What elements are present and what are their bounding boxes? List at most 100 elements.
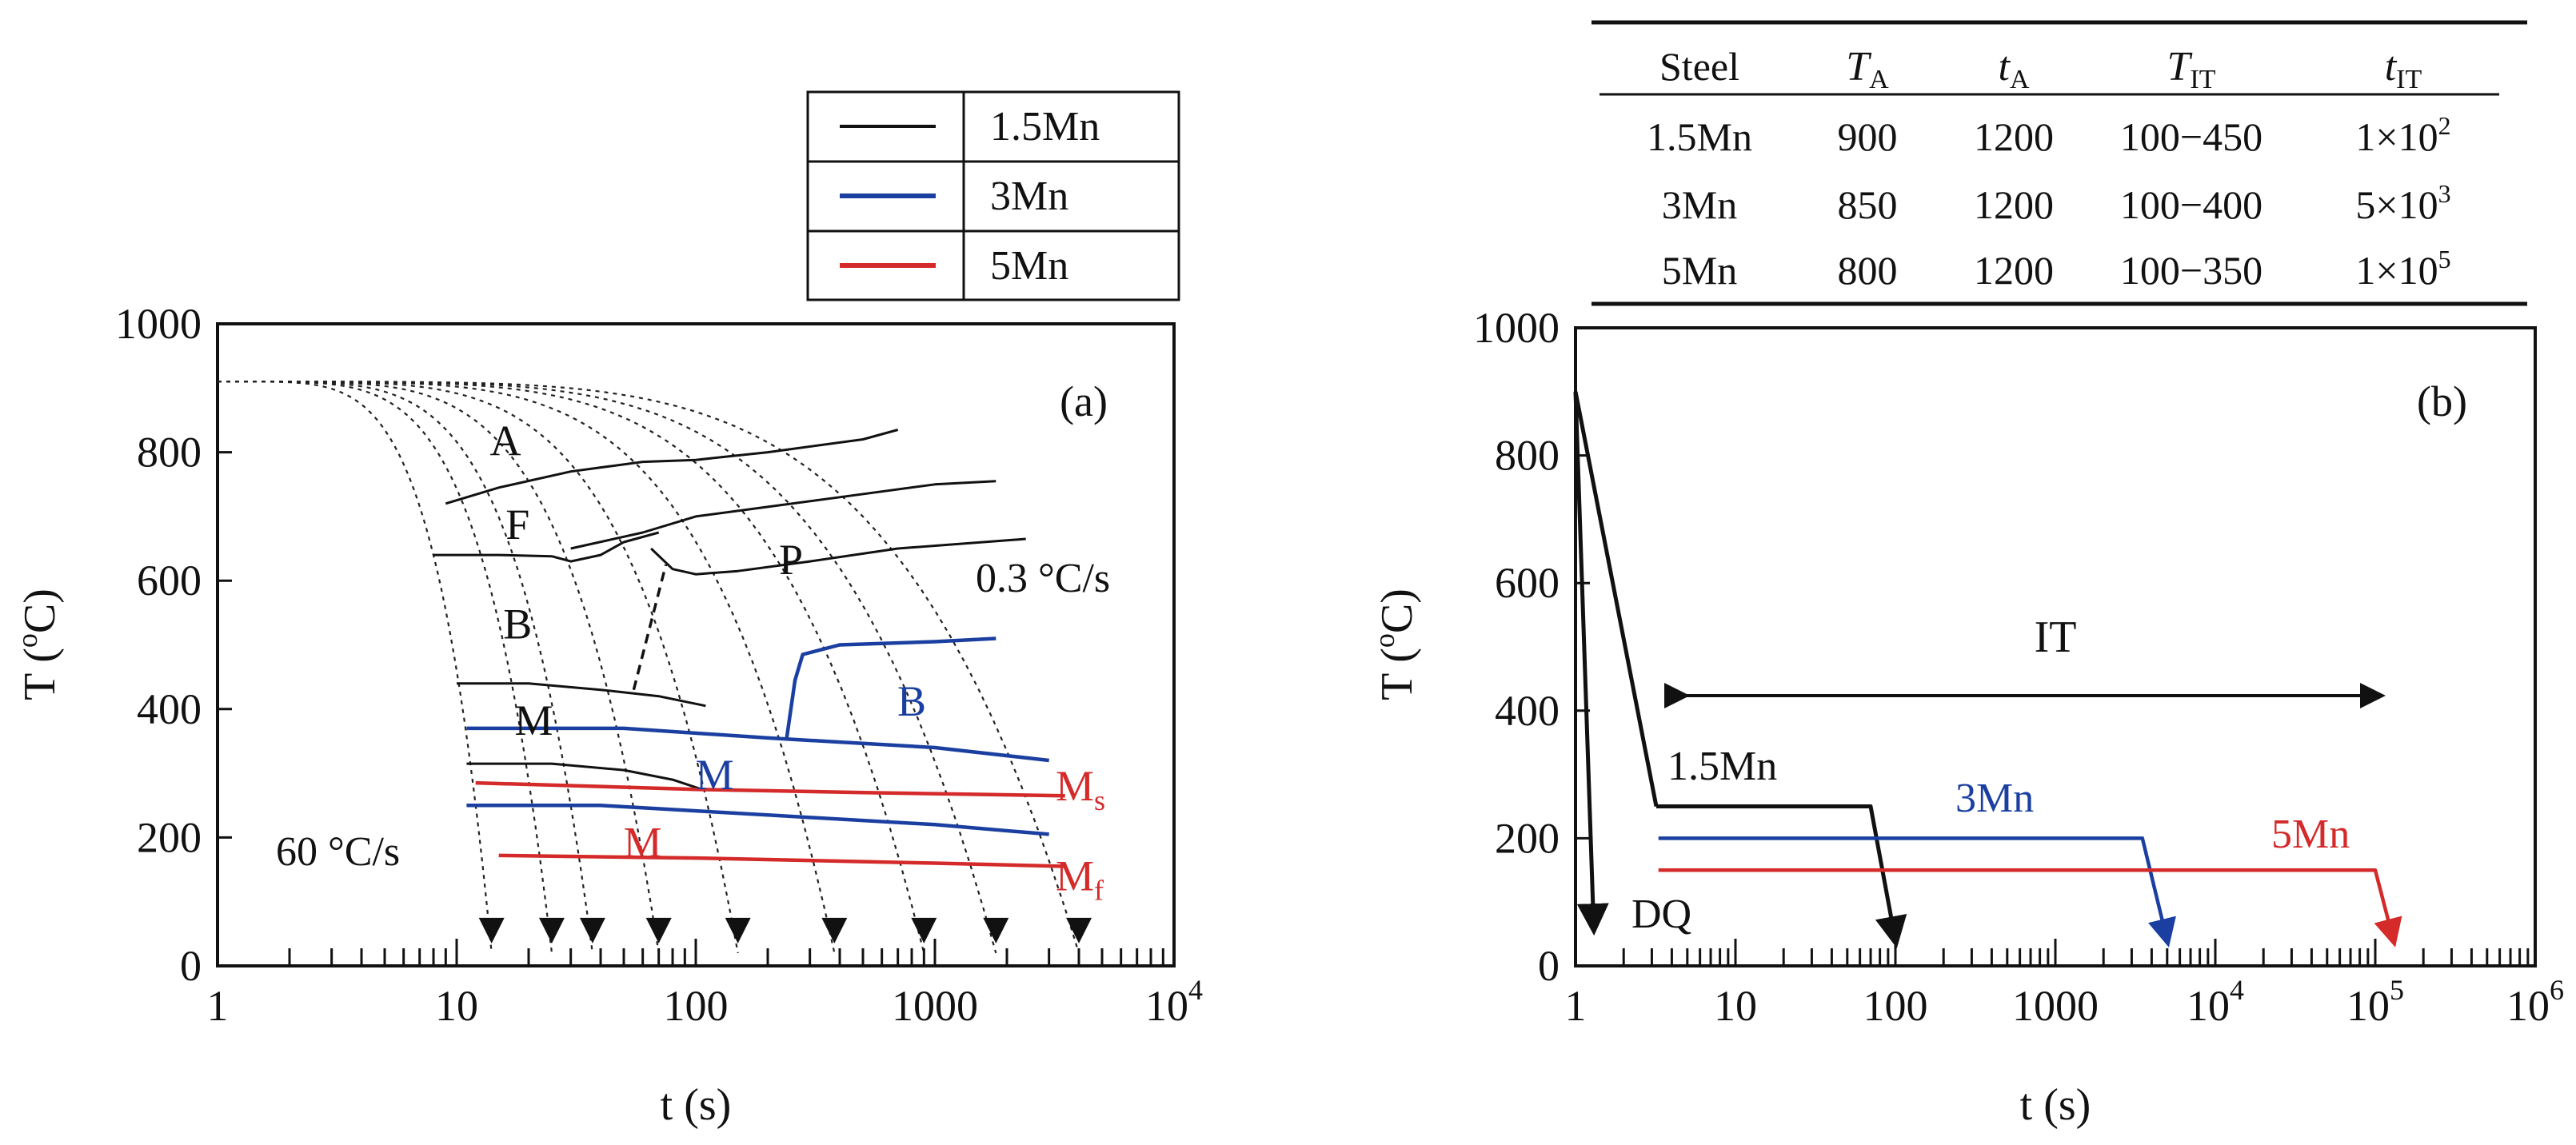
table-header-steel: Steel — [1659, 44, 1739, 89]
label-dq: DQ — [1631, 892, 1691, 937]
cooling-arrowhead — [983, 917, 1009, 944]
y-tick-label: 400 — [137, 685, 202, 733]
table-row: 5Mn 800 1200 100−350 1×105 — [1662, 245, 2451, 293]
series-line — [457, 682, 706, 708]
series-group-a — [433, 429, 1065, 868]
y-tick-label: 200 — [137, 813, 202, 861]
y-tick-label: 600 — [137, 557, 202, 604]
label-3mn: 3Mn — [1955, 776, 2034, 821]
phase-label: M — [514, 696, 553, 744]
y-tick-label: 1000 — [115, 300, 202, 348]
cooling-arrowhead — [538, 917, 565, 944]
x-axis-label-b: t (s) — [2020, 1080, 2091, 1130]
series-line — [650, 537, 1026, 576]
table-row: 1.5Mn 900 1200 100−450 1×102 — [1647, 111, 2451, 159]
table-cell-steel: 5Mn — [1662, 248, 1737, 293]
rate-label-fast: 60 °C/s — [276, 829, 400, 875]
chart-panel-b: 0 200 400 600 800 1000 1 10 100 1000 104 105 106 (b)… — [1368, 304, 2564, 1130]
cooling-arrowhead — [821, 917, 848, 944]
table-cell-tA: 1200 — [1974, 182, 2054, 227]
phase-label: Ms — [1056, 762, 1105, 816]
y-tick-label: 800 — [1495, 432, 1560, 480]
x-tick-label: 106 — [2506, 974, 2564, 1030]
label-1-5mn: 1.5Mn — [1667, 744, 1777, 789]
table-cell-TA: 850 — [1838, 182, 1898, 227]
rate-label-slow: 0.3 °C/s — [976, 556, 1110, 601]
x-tick-label: 104 — [1145, 974, 1203, 1030]
legend: 1.5Mn 3Mn 5Mn — [806, 90, 1180, 301]
y-tick-label: 800 — [137, 429, 202, 477]
y-tick-label: 400 — [1495, 687, 1560, 735]
y-tick-label: 600 — [1495, 559, 1560, 607]
series-line — [498, 853, 1065, 868]
series-line — [1573, 391, 1659, 807]
phase-label: P — [779, 536, 803, 584]
y-tick-label: 0 — [1538, 942, 1560, 990]
phase-label: M — [696, 751, 734, 799]
table-cell-tIT: 5×103 — [2355, 179, 2450, 227]
table-cell-tIT: 1×102 — [2355, 111, 2450, 159]
x-tick-label: 10 — [1714, 982, 1757, 1030]
cooling-arrowheads — [478, 917, 1092, 944]
series-line — [475, 780, 1065, 798]
table-cell-TIT: 100−400 — [2120, 182, 2262, 227]
axis-ticks-b: 0 200 400 600 800 1000 1 10 100 1000 104 105 106 — [1473, 304, 2564, 1030]
table-cell-TIT: 100−350 — [2120, 248, 2262, 293]
cooling-arrowhead — [478, 917, 505, 944]
table-cell-TA: 800 — [1838, 248, 1898, 293]
x-tick-label: 1 — [1565, 982, 1587, 1030]
legend-label-3: 5Mn — [990, 243, 1068, 289]
series-line — [1573, 391, 1609, 936]
series-line — [445, 429, 899, 505]
x-tick-label: 10 — [435, 982, 478, 1030]
x-tick-label: 1000 — [892, 982, 978, 1030]
phase-label: B — [503, 600, 532, 648]
parameter-table: Steel TA tA TIT tIT 1.5Mn 900 1200 100−4… — [1592, 20, 2527, 306]
cooling-curve — [218, 381, 1080, 954]
table-row: 3Mn 850 1200 100−400 5×103 — [1662, 179, 2451, 227]
label-5mn: 5Mn — [2271, 812, 2350, 857]
series-line — [1656, 804, 1907, 948]
cooling-curves — [218, 381, 1080, 954]
series-line — [1658, 868, 2402, 948]
phase-label: B — [897, 677, 926, 725]
y-tick-label: 1000 — [1473, 304, 1560, 352]
series-line — [1658, 836, 2176, 948]
table-cell-tA: 1200 — [1974, 248, 2054, 293]
y-axis-label-b: T (oC) — [1368, 588, 1422, 700]
phase-label: F — [505, 501, 529, 549]
phase-label: M — [624, 818, 662, 866]
phase-label: A — [490, 417, 521, 465]
table-cell-TA: 900 — [1838, 114, 1898, 159]
table-cell-steel: 3Mn — [1662, 182, 1737, 227]
cooling-arrowhead — [911, 917, 937, 944]
phase-label: Mf — [1056, 852, 1104, 907]
panel-label-a: (a) — [1060, 377, 1108, 425]
cooling-arrowhead — [579, 917, 605, 944]
phase-separator — [632, 564, 668, 691]
axis-ticks-a: 0 200 400 600 800 1000 1 10 100 1000 104 — [115, 300, 1203, 1030]
series-group-b — [1573, 391, 2402, 948]
x-tick-label: 1 — [207, 982, 229, 1030]
table-header-tA: tA — [1998, 44, 2029, 94]
series-line — [466, 804, 1049, 836]
legend-label-1: 1.5Mn — [990, 104, 1100, 150]
table-cell-TIT: 100−450 — [2120, 114, 2262, 159]
x-tick-label: 1000 — [2012, 982, 2099, 1030]
x-tick-label: 100 — [664, 982, 729, 1030]
cooling-curve — [218, 381, 997, 954]
cooling-arrowhead — [1066, 917, 1092, 944]
y-axis-label-a: T (oC) — [11, 588, 65, 700]
panel-label-b: (b) — [2417, 377, 2467, 425]
series-line — [570, 480, 996, 550]
x-tick-label: 105 — [2346, 974, 2404, 1030]
x-tick-label: 100 — [1863, 982, 1928, 1030]
x-tick-label: 104 — [2187, 974, 2244, 1030]
series-line — [433, 531, 660, 563]
cooling-arrowhead — [725, 917, 751, 944]
cooling-curve — [218, 381, 836, 954]
legend-label-2: 3Mn — [990, 174, 1068, 219]
